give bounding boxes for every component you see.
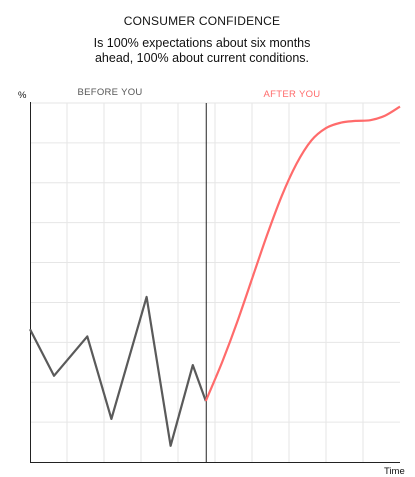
series-after-line — [204, 105, 401, 402]
region-label-after: AFTER YOU — [264, 89, 321, 100]
x-axis-label: Time — [384, 466, 405, 477]
chart-title: CONSUMER CONFIDENCE — [124, 14, 280, 28]
y-axis-label: % — [18, 90, 27, 101]
chart-subtitle-line-1: Is 100% expectations about six months — [94, 36, 311, 50]
series-before-line — [29, 295, 207, 447]
grid — [30, 102, 400, 462]
chart-subtitle-line-2: ahead, 100% about current conditions. — [95, 51, 309, 65]
region-label-before: BEFORE YOU — [77, 87, 142, 98]
